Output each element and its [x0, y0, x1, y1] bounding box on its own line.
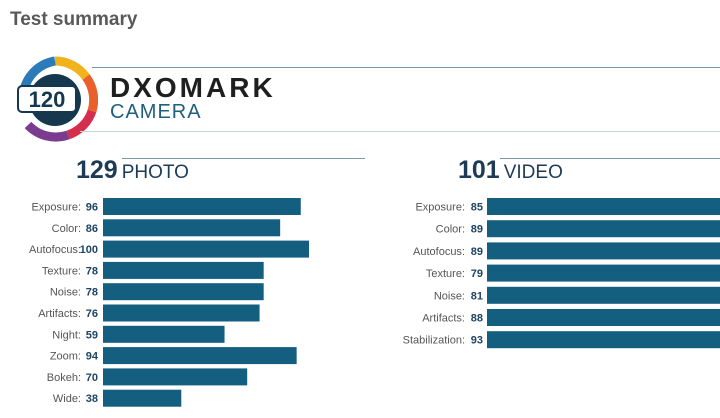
bar-value-autofocus: 89	[471, 246, 483, 258]
bar-texture	[487, 264, 720, 282]
bar-label-zoom: Zoom:	[50, 351, 81, 363]
bar-value-texture: 78	[86, 265, 98, 277]
page-title: Test summary	[10, 9, 138, 30]
video-title: VIDEO	[503, 162, 563, 183]
video-header: 101 VIDEO	[458, 156, 563, 185]
dxomark-logo-icon: 120	[17, 56, 98, 142]
bar-label-noise: Noise:	[50, 287, 81, 299]
bar-label-artifacts: Artifacts:	[422, 313, 465, 325]
video-score: 101	[458, 156, 500, 184]
logo-score-plate	[17, 85, 77, 113]
bar-label-stabilization: Stabilization:	[403, 335, 465, 347]
bar-label-texture: Texture:	[42, 265, 81, 277]
brand-divider-bottom	[80, 131, 720, 132]
bar-value-texture: 79	[471, 268, 483, 280]
brand-name: DXOMARK	[110, 72, 276, 103]
video-header-rule	[500, 158, 720, 159]
bar-autofocus	[103, 240, 309, 258]
bar-value-color: 89	[471, 224, 483, 236]
bar-autofocus	[487, 242, 720, 260]
bar-texture	[103, 261, 264, 279]
bar-value-autofocus: 100	[80, 244, 98, 256]
bar-value-bokeh: 70	[86, 372, 98, 384]
photo-score: 129	[76, 156, 118, 184]
bar-wide	[103, 389, 182, 407]
bar-exposure	[487, 198, 720, 215]
bar-label-autofocus: Autofocus:	[413, 246, 465, 258]
video-panel: 101 VIDEO Exposure: 85 Color: 89 Autofocus: 89…	[380, 156, 720, 416]
bar-label-exposure: Exposure:	[31, 202, 81, 214]
logo-ring-purple	[24, 121, 70, 142]
bar-noise	[487, 286, 720, 304]
bar-value-stabilization: 93	[471, 335, 483, 347]
bar-label-night: Night:	[52, 329, 81, 341]
bar-label-color: Color:	[436, 224, 465, 236]
bar-bokeh	[103, 368, 248, 386]
bar-value-color: 86	[86, 223, 98, 235]
bar-value-exposure: 85	[471, 202, 483, 214]
bar-label-artifacts: Artifacts:	[38, 308, 81, 320]
bar-label-color: Color:	[52, 223, 81, 235]
photo-panel: 129 PHOTO Exposure: 96 Color: 86 Autofocus: 10…	[0, 156, 370, 416]
bar-value-zoom: 94	[86, 351, 99, 363]
bar-artifacts	[487, 309, 720, 326]
photo-header-rule	[122, 158, 365, 159]
bar-color	[103, 219, 281, 237]
brand-divider-top	[92, 67, 720, 68]
bar-value-artifacts: 76	[86, 308, 98, 320]
photo-bar-chart: Exposure: 96 Color: 86 Autofocus:100 Texture:…	[29, 198, 309, 407]
logo-score: 120	[29, 87, 66, 112]
logo-ring-orange	[82, 74, 98, 113]
bar-stabilization	[487, 331, 720, 349]
bar-night	[103, 325, 225, 343]
photo-header: 129 PHOTO	[76, 156, 189, 185]
bar-label-autofocus: Autofocus:	[29, 244, 81, 256]
photo-title: PHOTO	[121, 162, 189, 183]
bar-label-exposure: Exposure:	[415, 202, 465, 214]
bar-exposure	[103, 198, 301, 215]
video-bar-chart: Exposure: 85 Color: 89 Autofocus: 89 Texture: 7…	[403, 198, 720, 349]
bar-artifacts	[103, 304, 260, 322]
bar-label-texture: Texture:	[426, 268, 465, 280]
bar-label-wide: Wide:	[53, 393, 81, 405]
bar-value-night: 59	[86, 329, 98, 341]
bar-value-noise: 78	[86, 287, 98, 299]
logo-ring-yellow	[54, 56, 90, 80]
bar-value-wide: 38	[86, 393, 98, 405]
bar-value-exposure: 96	[86, 202, 98, 214]
bar-color	[487, 220, 720, 238]
brand-subtitle: CAMERA	[110, 101, 202, 123]
bar-label-bokeh: Bokeh:	[47, 372, 81, 384]
bar-noise	[103, 283, 264, 301]
bar-value-noise: 81	[471, 290, 483, 302]
bar-value-artifacts: 88	[471, 313, 483, 325]
bar-zoom	[103, 347, 297, 365]
logo-ring-red	[66, 109, 97, 140]
bar-label-noise: Noise:	[434, 290, 465, 302]
